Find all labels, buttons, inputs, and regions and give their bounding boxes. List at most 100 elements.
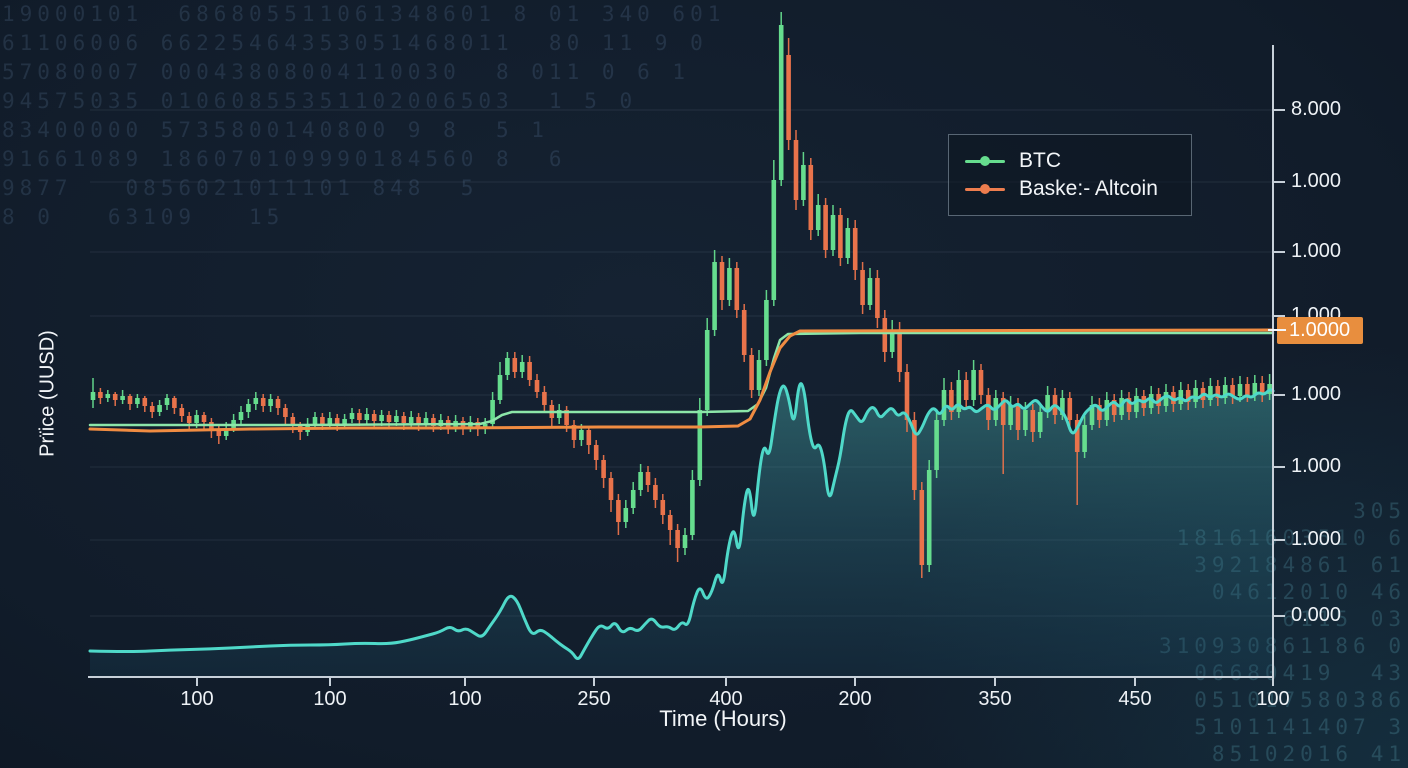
candle-body — [608, 478, 614, 500]
candle-body — [912, 420, 917, 490]
candle-body — [379, 415, 384, 421]
candle-body — [749, 355, 754, 390]
candle-body — [963, 380, 969, 400]
candle-body — [179, 408, 185, 416]
candle-body — [741, 310, 747, 355]
equity-line — [88, 382, 1275, 660]
candle-body — [497, 375, 503, 400]
candle-body — [771, 180, 777, 300]
candle-body — [926, 470, 932, 565]
candle-body — [645, 472, 651, 485]
candle-body — [112, 394, 118, 400]
candle-body — [364, 414, 370, 420]
candle-body — [897, 330, 902, 372]
candle-body — [956, 380, 962, 412]
candle-body — [778, 25, 784, 180]
candle-body — [1097, 405, 1102, 420]
candle-body — [793, 140, 799, 200]
candle-body — [164, 398, 170, 405]
candle-body — [431, 418, 436, 426]
candle-body — [712, 262, 717, 330]
candle-body — [238, 412, 244, 420]
candle-body — [327, 418, 333, 424]
candle-body — [616, 500, 621, 522]
candle-body — [882, 318, 888, 352]
candle-body — [142, 398, 148, 406]
candle-body — [423, 418, 429, 424]
candle-body — [934, 420, 939, 470]
candle-body — [564, 410, 569, 425]
price-tag: 1.0000 — [1277, 317, 1363, 344]
candle-body — [682, 535, 688, 548]
candle-body — [1023, 410, 1028, 430]
candle-body — [697, 410, 703, 480]
altcoin-line-marker-icon — [965, 184, 1005, 194]
candle-body — [601, 460, 606, 478]
candle-body — [1000, 398, 1006, 425]
candle-body — [667, 515, 673, 530]
candle-body — [90, 392, 96, 400]
candle-body — [734, 268, 740, 310]
candle-body — [971, 370, 976, 400]
candle-body — [1185, 390, 1191, 402]
equity-area-fill — [90, 383, 1273, 677]
candle-body — [216, 430, 222, 436]
candle-body — [246, 404, 251, 412]
candle-body — [571, 425, 577, 440]
candle-body — [519, 362, 525, 372]
candle-body — [172, 398, 177, 408]
candle-body — [786, 55, 791, 140]
candle-body — [312, 417, 318, 424]
legend-label-altcoin: Baske:- Altcoin — [1019, 177, 1158, 200]
candle-body — [1089, 405, 1095, 425]
candle-body — [283, 408, 288, 417]
candle-body — [704, 330, 710, 410]
candle-body — [275, 399, 281, 408]
candle-body — [490, 400, 495, 424]
candle-body — [1104, 400, 1110, 420]
btc-line — [88, 331, 1275, 427]
candle-body — [808, 165, 814, 230]
candle-body — [630, 490, 636, 508]
candle-body — [852, 228, 858, 270]
candle-body — [357, 413, 362, 420]
candle-body — [349, 413, 355, 419]
legend-item-btc[interactable]: BTC — [965, 148, 1175, 174]
candle-body — [764, 300, 769, 360]
candle-body — [1230, 385, 1235, 396]
candle-body — [1237, 384, 1243, 396]
candle-body — [815, 205, 821, 230]
candle-body — [949, 390, 954, 412]
legend-item-altcoin[interactable]: Baske:- Altcoin — [965, 176, 1175, 202]
candle-body — [1037, 412, 1043, 432]
candle-body — [408, 417, 414, 423]
candle-body — [290, 417, 296, 426]
candle-body — [386, 415, 392, 422]
candle-body — [623, 508, 629, 522]
candle-body — [1074, 420, 1080, 452]
candle-body — [1134, 396, 1139, 412]
candle-body — [675, 530, 680, 548]
candle-body — [157, 405, 162, 412]
candle-body — [1208, 386, 1213, 400]
candle-body — [120, 396, 125, 400]
candle-body — [223, 428, 229, 436]
candle-body — [1245, 384, 1250, 395]
candle-body — [1193, 388, 1198, 402]
candle-body — [889, 330, 895, 352]
legend-label-btc: BTC — [1019, 149, 1061, 172]
candle-body — [1045, 395, 1050, 412]
candle-body — [638, 472, 643, 490]
candle-body — [653, 485, 658, 500]
candle-body — [475, 422, 481, 429]
candle-body — [660, 500, 666, 515]
candle-body — [194, 415, 199, 423]
candle-body — [1008, 405, 1013, 425]
candle-body — [505, 358, 510, 375]
candle-body — [127, 396, 133, 404]
candle-body — [593, 445, 599, 460]
candle-body — [1222, 385, 1228, 398]
candle-body — [823, 205, 828, 250]
candle-body — [904, 372, 910, 420]
candle-body — [149, 406, 155, 412]
